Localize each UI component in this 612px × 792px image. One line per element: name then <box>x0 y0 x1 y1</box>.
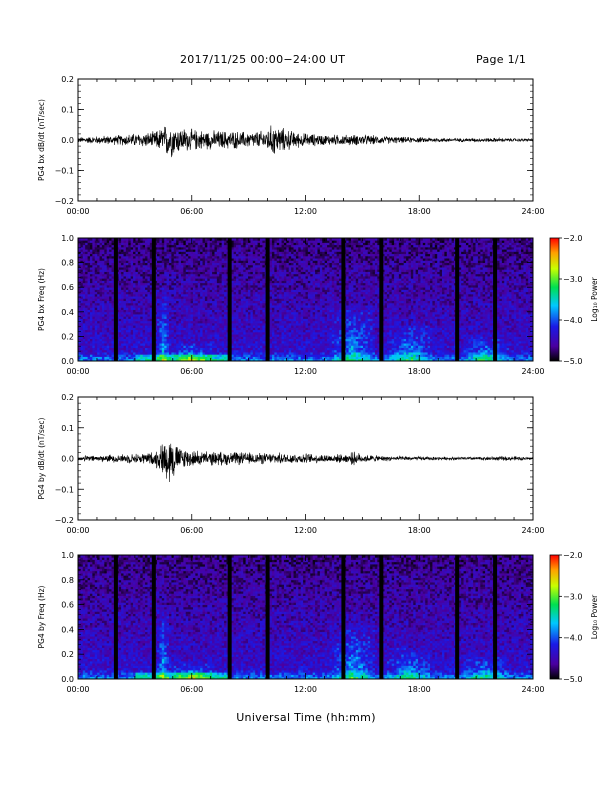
dbdt-trace <box>78 125 533 157</box>
x-tick-label: 12:00 <box>294 207 317 216</box>
y-tick-label: 0.1 <box>61 106 74 115</box>
y-tick-label: 0.2 <box>61 75 74 84</box>
y-axis-label: PG4 bx dB/dt (nT/sec) <box>37 99 46 181</box>
x-tick-label: 06:00 <box>180 207 203 216</box>
x-tick-label: 18:00 <box>408 207 431 216</box>
y-tick-label: 0.0 <box>61 136 74 145</box>
bx-dbdt-panel: 00:00 06:00 12:00 18:00 24:00 0.2 0.1 0.0 −0.1 −0… <box>37 75 545 216</box>
x-tick-label: 00:00 <box>66 207 89 216</box>
x-tick-label: 24:00 <box>521 207 544 216</box>
spectrogram-cells <box>78 238 533 361</box>
y-tick-label: −0.2 <box>55 197 74 206</box>
y-tick-label: −0.1 <box>55 167 74 176</box>
